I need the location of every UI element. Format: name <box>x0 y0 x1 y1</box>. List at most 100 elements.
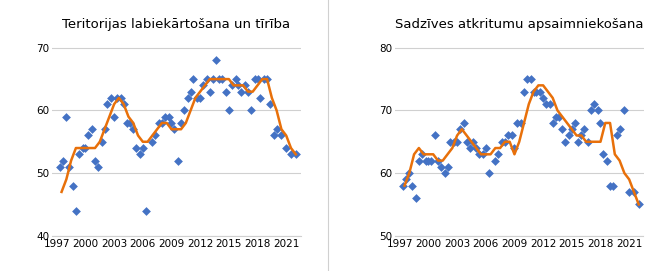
Point <box>195 96 205 100</box>
Point <box>207 77 218 81</box>
Point <box>512 121 523 125</box>
Point <box>445 140 456 144</box>
Point <box>519 89 529 94</box>
Point <box>497 140 507 144</box>
Point <box>71 209 81 213</box>
Point <box>541 102 551 106</box>
Point <box>286 152 296 156</box>
Point <box>150 133 161 138</box>
Point <box>125 121 136 125</box>
Point <box>122 121 132 125</box>
Point <box>612 133 622 138</box>
Point <box>407 183 417 188</box>
Point <box>291 152 301 156</box>
Point <box>214 77 224 81</box>
Point <box>417 152 427 156</box>
Point <box>551 115 561 119</box>
Point <box>230 77 240 81</box>
Point <box>147 140 157 144</box>
Point <box>250 77 260 81</box>
Point <box>96 140 107 144</box>
Point <box>183 96 193 100</box>
Point <box>573 140 584 144</box>
Point <box>449 140 460 144</box>
Point <box>154 121 164 125</box>
Point <box>474 152 484 156</box>
Point <box>567 127 577 131</box>
Point <box>413 158 424 163</box>
Point <box>608 183 618 188</box>
Point <box>192 96 203 100</box>
Point <box>131 146 141 150</box>
Point <box>531 89 541 94</box>
Point <box>586 108 596 113</box>
Point <box>421 158 431 163</box>
Point <box>138 146 148 150</box>
Point <box>102 102 112 106</box>
Point <box>252 77 263 81</box>
Point <box>528 89 539 94</box>
Point <box>93 165 103 169</box>
Point <box>259 77 269 81</box>
Point <box>281 146 291 150</box>
Point <box>535 89 545 94</box>
Point <box>516 121 526 125</box>
Point <box>140 209 151 213</box>
Point <box>525 77 536 81</box>
Point <box>545 102 555 106</box>
Point <box>221 89 231 94</box>
Point <box>68 183 78 188</box>
Point <box>166 121 177 125</box>
Point <box>614 127 625 131</box>
Point <box>173 158 183 163</box>
Point <box>490 158 501 163</box>
Point <box>128 127 138 131</box>
Point <box>436 165 446 169</box>
Point <box>188 77 199 81</box>
Point <box>560 140 570 144</box>
Point <box>506 133 517 138</box>
Point <box>55 165 65 169</box>
Point <box>246 108 256 112</box>
Point <box>452 140 462 144</box>
Point <box>116 96 126 100</box>
Point <box>569 121 580 125</box>
Point <box>198 83 208 88</box>
Point <box>157 121 167 125</box>
Point <box>619 108 630 113</box>
Point <box>255 96 266 100</box>
Point <box>106 96 116 100</box>
Point <box>268 133 279 138</box>
Point <box>109 115 120 119</box>
Point <box>598 152 608 156</box>
Point <box>459 121 469 125</box>
Point <box>595 121 606 125</box>
Point <box>205 89 215 94</box>
Point <box>242 89 253 94</box>
Point <box>471 146 482 150</box>
Point <box>135 152 145 156</box>
Point <box>411 196 421 200</box>
Point <box>233 83 244 88</box>
Point <box>579 127 590 131</box>
Point <box>624 190 634 194</box>
Point <box>484 171 494 175</box>
Point <box>185 89 196 94</box>
Point <box>554 115 565 119</box>
Point <box>99 127 110 131</box>
Point <box>226 83 237 88</box>
Point <box>423 158 434 163</box>
Point <box>605 183 616 188</box>
Point <box>202 77 212 81</box>
Point <box>589 102 599 106</box>
Point <box>276 133 287 138</box>
Point <box>179 108 189 112</box>
Point <box>564 133 574 138</box>
Point <box>455 127 465 131</box>
Point <box>480 146 491 150</box>
Point <box>217 77 228 81</box>
Point <box>522 77 532 81</box>
Point <box>468 140 478 144</box>
Point <box>404 171 415 175</box>
Point <box>401 177 411 182</box>
